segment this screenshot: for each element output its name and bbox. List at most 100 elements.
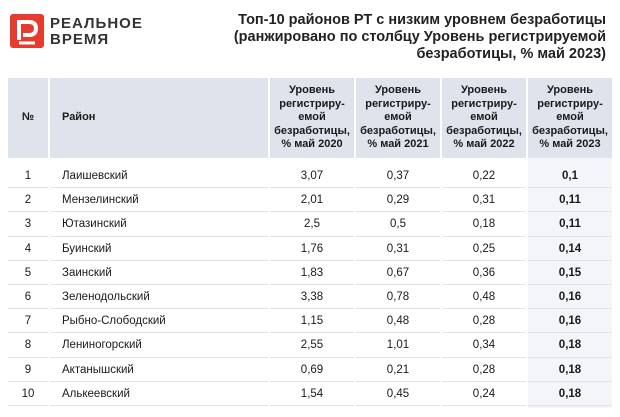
header-2020-line: регистриру- [279, 97, 345, 110]
value-2021: 0,67 [356, 261, 440, 285]
header-2022: Уровень регистриру- емой безработицы, % … [442, 78, 526, 158]
value-2020: 3,38 [270, 285, 354, 310]
district-name: Мензелинский [50, 188, 268, 213]
row-number: 1 [8, 164, 48, 189]
header-2022-line: безработицы, [446, 124, 522, 137]
row-number: 9 [8, 358, 48, 382]
header-2021-line: % май 2021 [367, 138, 429, 151]
value-2023: 0,1 [528, 164, 612, 189]
row-number: 3 [8, 212, 48, 237]
row-number: 4 [8, 237, 48, 261]
brand-name-line1: РЕАЛЬНОЕ [50, 15, 143, 32]
value-2022: 0,48 [442, 285, 526, 310]
district-name: Лениногорский [50, 333, 268, 358]
district-name: Ютазинский [50, 212, 268, 237]
row-number: 7 [8, 309, 48, 334]
value-2021: 0,21 [356, 358, 440, 382]
value-2022: 0,31 [442, 188, 526, 213]
value-2022: 0,18 [442, 212, 526, 237]
header-2022-line: % май 2022 [453, 138, 515, 151]
district-name: Рыбно-Слободский [50, 309, 268, 334]
header-2023-line: безработицы, [532, 124, 608, 137]
row-number: 8 [8, 333, 48, 358]
district-name: Лаишевский [50, 164, 268, 189]
value-2022: 0,28 [442, 309, 526, 334]
header-2020-line: Уровень [288, 84, 335, 97]
value-2023: 0,18 [528, 333, 612, 358]
district-name: Зеленодольский [50, 285, 268, 310]
table-row: 8 Лениногорский 2,55 1,01 0,34 0,18 [8, 333, 612, 358]
district-name: Заинский [50, 261, 268, 285]
header-2022-line: регистриру- [451, 97, 517, 110]
header-2021-line: безработицы, [360, 124, 436, 137]
district-name: Алькеевский [50, 382, 268, 406]
value-2021: 0,48 [356, 309, 440, 334]
header-2023-line: % май 2023 [539, 138, 601, 151]
header-2021-line: Уровень [374, 84, 421, 97]
header-2020-line: емой [298, 111, 326, 124]
header-2023-line: Уровень [546, 84, 593, 97]
value-2020: 1,76 [270, 237, 354, 261]
brand-name-line2: ВРЕМЯ [50, 31, 110, 48]
value-2021: 0,45 [356, 382, 440, 406]
table-row: 3 Ютазинский 2,5 0,5 0,18 0,11 [8, 212, 612, 237]
page-title: Топ-10 районов РТ с низким уровнем безра… [226, 12, 606, 63]
header-2023-line: регистриру- [537, 97, 603, 110]
header-2021-line: регистриру- [365, 97, 431, 110]
header-2020-line: % май 2020 [281, 138, 343, 151]
value-2020: 1,15 [270, 309, 354, 334]
value-2023: 0,18 [528, 358, 612, 382]
table-row: 2 Мензелинский 2,01 0,29 0,31 0,11 [8, 188, 612, 213]
header-2023: Уровень регистриру- емой безработицы, % … [528, 78, 612, 158]
header-2022-line: емой [470, 111, 498, 124]
value-2021: 0,78 [356, 285, 440, 310]
header-2020: Уровень регистриру- емой безработицы, % … [270, 78, 354, 158]
value-2022: 0,36 [442, 261, 526, 285]
table-row: 9 Актанышский 0,69 0,21 0,28 0,18 [8, 358, 612, 382]
value-2022: 0,22 [442, 164, 526, 189]
table-row: 6 Зеленодольский 3,38 0,78 0,48 0,16 [8, 285, 612, 310]
table-row: 5 Заинский 1,83 0,67 0,36 0,15 [8, 261, 612, 285]
district-name: Актанышский [50, 358, 268, 382]
value-2023: 0,11 [528, 188, 612, 213]
title-line-1: Топ-10 районов РТ с низким уровнем безра… [238, 12, 606, 28]
table-row: 1 Лаишевский 3,07 0,37 0,22 0,1 [8, 164, 612, 189]
value-2020: 2,01 [270, 188, 354, 213]
header-2021-line: емой [384, 111, 412, 124]
table-body: 1 Лаишевский 3,07 0,37 0,22 0,1 2 Мензел… [8, 164, 612, 406]
value-2020: 2,5 [270, 212, 354, 237]
table-row: 10 Алькеевский 1,54 0,45 0,24 0,18 [8, 382, 612, 406]
value-2020: 1,54 [270, 382, 354, 406]
row-number: 2 [8, 188, 48, 213]
header-2022-line: Уровень [460, 84, 507, 97]
value-2020: 1,83 [270, 261, 354, 285]
value-2021: 0,5 [356, 212, 440, 237]
row-number: 6 [8, 285, 48, 310]
value-2021: 1,01 [356, 333, 440, 358]
district-name: Буинский [50, 237, 268, 261]
value-2023: 0,15 [528, 261, 612, 285]
value-2021: 0,37 [356, 164, 440, 189]
table-row: 4 Буинский 1,76 0,31 0,25 0,14 [8, 237, 612, 261]
header-2020-line: безработицы, [274, 124, 350, 137]
value-2022: 0,28 [442, 358, 526, 382]
title-line-3: безработицы, % май 2023) [416, 46, 606, 62]
table-header: № Район Уровень регистриру- емой безрабо… [8, 78, 612, 158]
header-2023-line: емой [556, 111, 584, 124]
value-2020: 0,69 [270, 358, 354, 382]
row-number: 10 [8, 382, 48, 406]
unemployment-table: № Район Уровень регистриру- емой безрабо… [8, 78, 612, 408]
table-row: 7 Рыбно-Слободский 1,15 0,48 0,28 0,16 [8, 309, 612, 334]
value-2020: 2,55 [270, 333, 354, 358]
brand-logo-icon [10, 14, 44, 48]
brand-logo: РЕАЛЬНОЕ ВРЕМЯ [10, 14, 170, 54]
header-district: Район [50, 78, 268, 158]
value-2023: 0,18 [528, 382, 612, 406]
value-2023: 0,14 [528, 237, 612, 261]
value-2023: 0,16 [528, 285, 612, 310]
header-num: № [8, 78, 48, 158]
value-2021: 0,31 [356, 237, 440, 261]
row-number: 5 [8, 261, 48, 285]
value-2023: 0,16 [528, 309, 612, 334]
value-2023: 0,11 [528, 212, 612, 237]
